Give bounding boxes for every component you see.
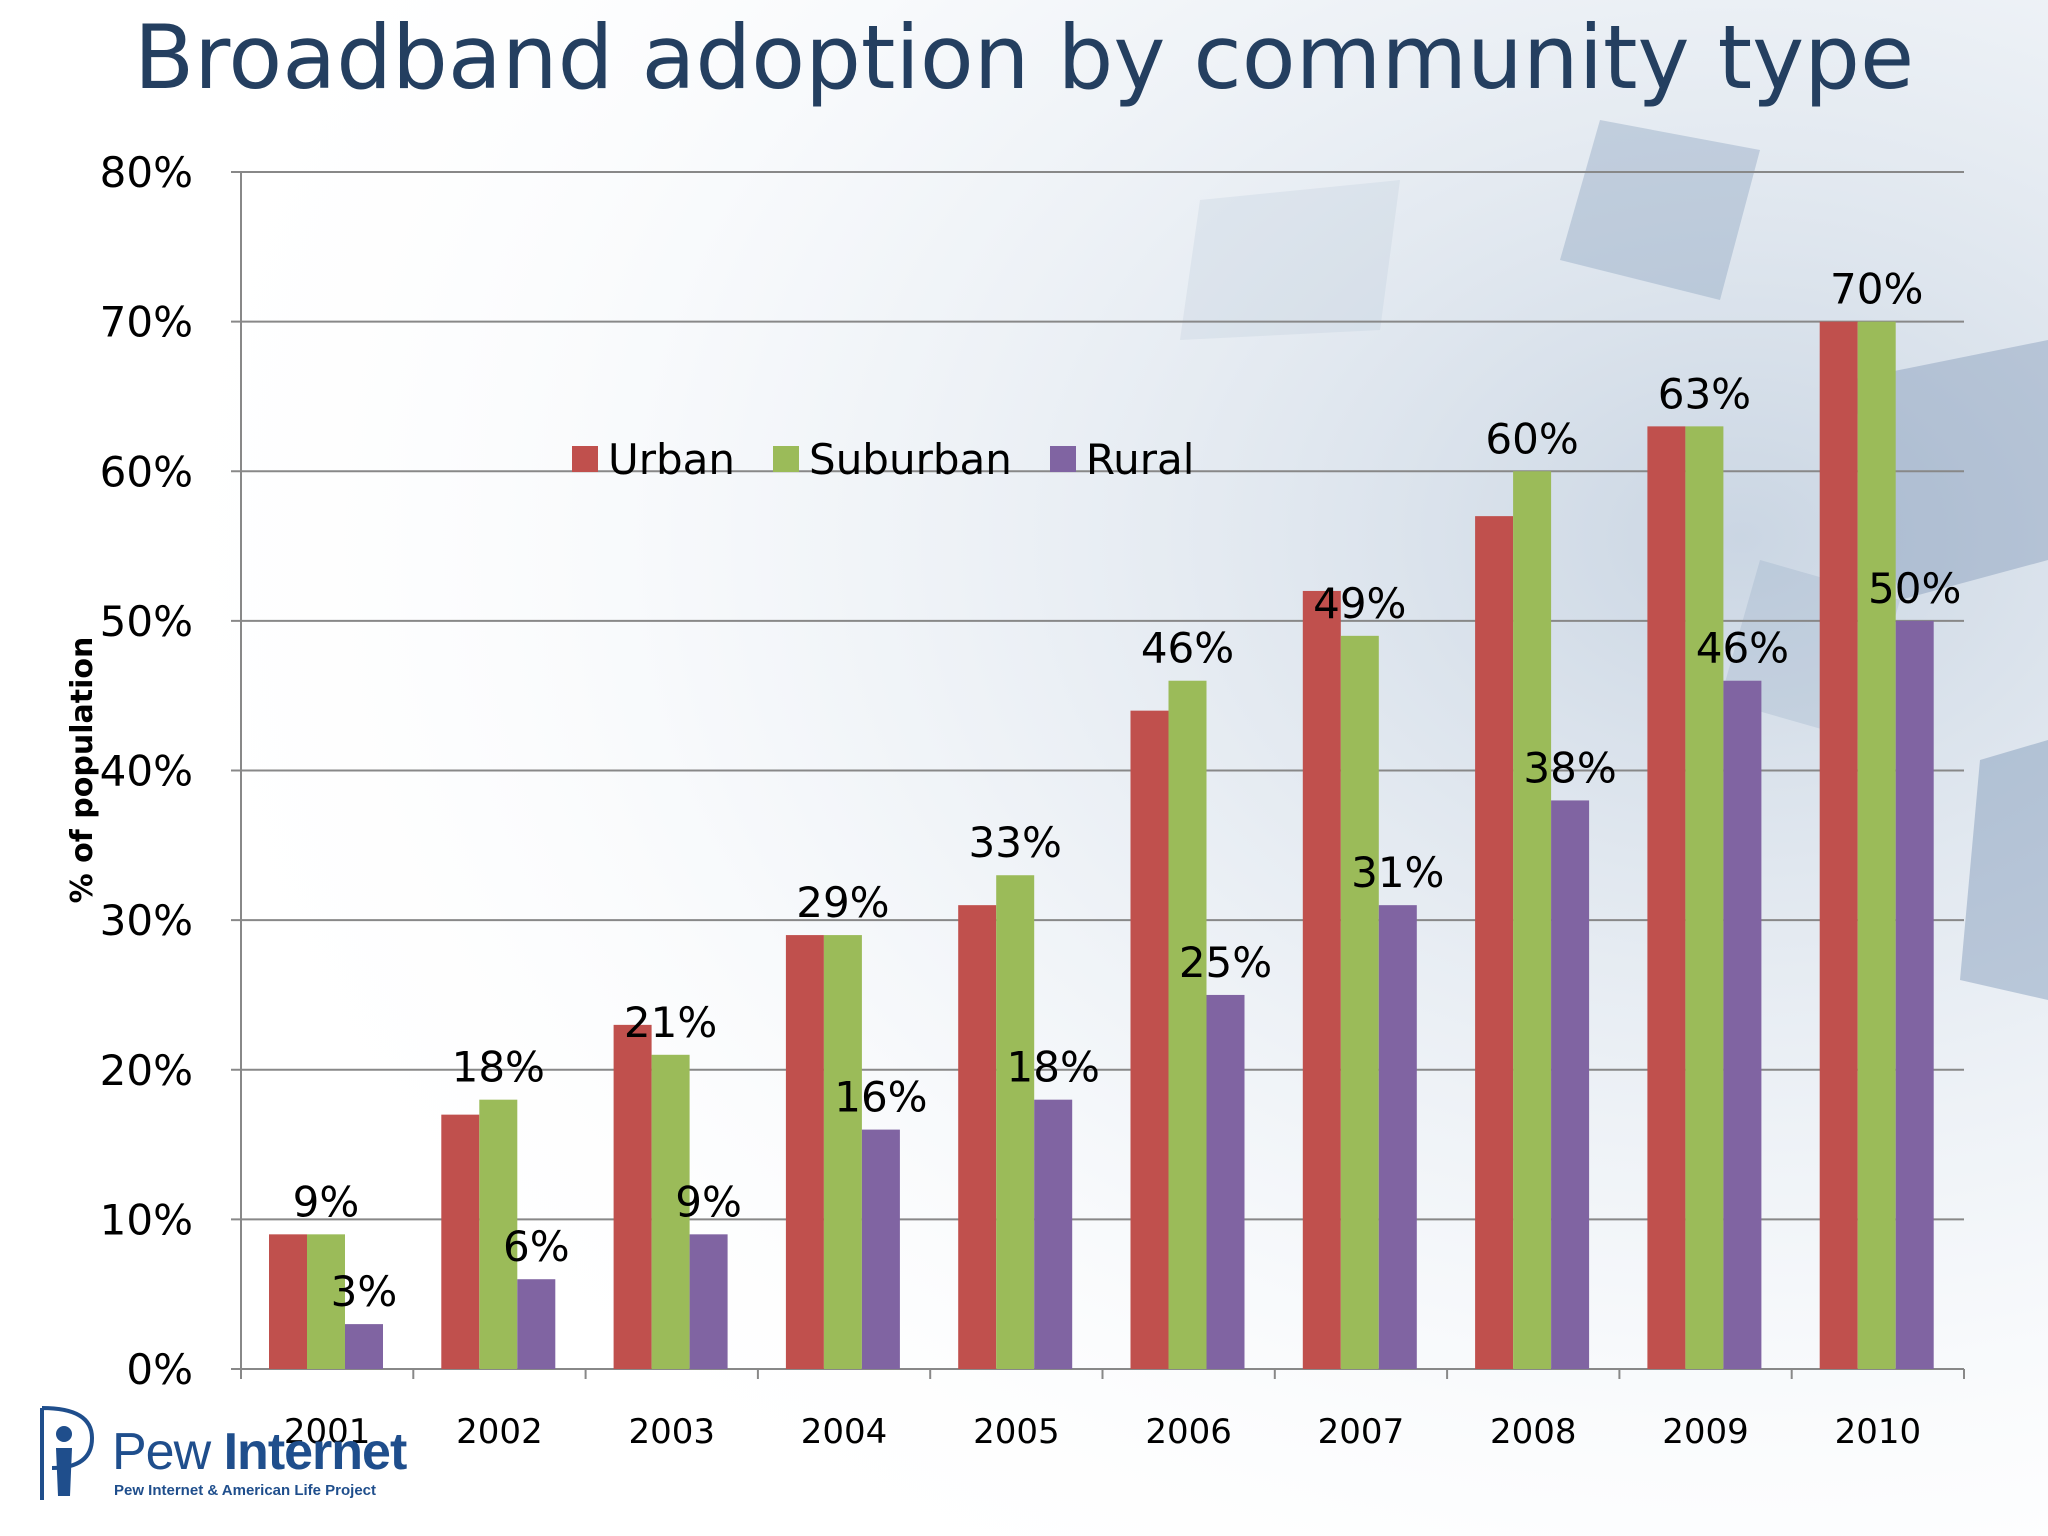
y-tick-label: 20% bbox=[100, 1046, 193, 1095]
x-tick-label: 2009 bbox=[1662, 1412, 1749, 1452]
y-tick-label: 40% bbox=[100, 747, 193, 796]
bar-urban bbox=[1647, 426, 1686, 1369]
bar-suburban bbox=[651, 1054, 690, 1369]
y-tick-label: 50% bbox=[100, 597, 193, 646]
data-label-rural: 50% bbox=[1868, 564, 1961, 613]
bar-suburban bbox=[479, 1099, 518, 1369]
data-label-suburban: 33% bbox=[969, 818, 1062, 867]
x-tick-label: 2001 bbox=[284, 1412, 371, 1452]
bar-rural bbox=[689, 1234, 728, 1369]
page-title: Broadband adoption by community type bbox=[133, 6, 1915, 109]
bar-suburban bbox=[1857, 321, 1896, 1369]
data-label-rural: 9% bbox=[675, 1177, 742, 1226]
bar-suburban bbox=[996, 875, 1035, 1369]
y-tick-label: 60% bbox=[100, 447, 193, 496]
bar-rural bbox=[861, 1129, 900, 1369]
bar-urban bbox=[613, 1024, 652, 1369]
bar-rural bbox=[1551, 800, 1590, 1369]
bar-rural bbox=[1378, 905, 1417, 1369]
pew-internet-logo: Pew Internet Pew Internet & American Lif… bbox=[30, 1400, 410, 1510]
data-label-rural: 6% bbox=[503, 1222, 570, 1271]
data-label-suburban: 9% bbox=[293, 1177, 360, 1226]
x-tick-label: 2004 bbox=[801, 1412, 888, 1452]
legend-item-rural: Rural bbox=[1049, 434, 1195, 484]
bar-urban bbox=[1130, 710, 1169, 1369]
legend-swatch-suburban bbox=[773, 446, 800, 472]
y-tick-label: 30% bbox=[100, 896, 193, 945]
x-tick-label: 2002 bbox=[456, 1412, 543, 1452]
x-tick-label: 2008 bbox=[1490, 1412, 1577, 1452]
bar-urban bbox=[785, 935, 824, 1369]
x-tick-label: 2010 bbox=[1835, 1412, 1922, 1452]
bar-urban bbox=[1475, 516, 1514, 1369]
bar-suburban bbox=[823, 935, 862, 1369]
data-label-suburban: 18% bbox=[452, 1043, 545, 1092]
bar-urban bbox=[269, 1234, 307, 1369]
data-label-rural: 16% bbox=[834, 1073, 927, 1122]
y-tick-label: 10% bbox=[100, 1195, 193, 1244]
data-label-suburban: 46% bbox=[1141, 624, 1234, 673]
bar-suburban bbox=[1340, 635, 1379, 1369]
bar-suburban bbox=[1513, 471, 1552, 1369]
bar-urban bbox=[1819, 321, 1858, 1369]
y-tick-label: 0% bbox=[126, 1345, 193, 1394]
logo-word-light: Pew bbox=[112, 1423, 224, 1481]
legend-label-suburban: Suburban bbox=[809, 434, 1012, 484]
y-tick-label: 80% bbox=[100, 148, 193, 197]
logo-wordmark: Pew Internet bbox=[112, 1422, 408, 1482]
bar-suburban bbox=[1168, 680, 1207, 1369]
bar-rural bbox=[1895, 620, 1934, 1369]
data-label-suburban: 60% bbox=[1485, 414, 1578, 463]
bar-rural bbox=[1206, 994, 1245, 1369]
x-tick-label: 2003 bbox=[628, 1412, 715, 1452]
bar-urban bbox=[1302, 590, 1341, 1369]
legend-label-rural: Rural bbox=[1085, 434, 1195, 484]
legend-item-suburban: Suburban bbox=[773, 435, 1012, 484]
data-label-rural: 18% bbox=[1007, 1043, 1100, 1092]
data-label-rural: 31% bbox=[1351, 848, 1444, 897]
logo-subtitle: Pew Internet & American Life Project bbox=[114, 1482, 377, 1499]
legend-swatch-urban bbox=[572, 446, 598, 472]
bar-rural bbox=[1723, 680, 1762, 1369]
bar-rural bbox=[517, 1279, 556, 1369]
data-label-rural: 46% bbox=[1696, 624, 1789, 673]
bar-rural bbox=[1034, 1099, 1073, 1369]
x-tick-label: 2007 bbox=[1318, 1412, 1405, 1452]
legend: Urban Suburban Rural bbox=[572, 434, 1194, 484]
bar-rural bbox=[345, 1324, 383, 1369]
data-label-suburban: 70% bbox=[1830, 265, 1923, 314]
y-tick-label: 70% bbox=[100, 298, 193, 347]
x-tick-label: 2005 bbox=[973, 1412, 1060, 1452]
legend-swatch-rural bbox=[1049, 446, 1076, 472]
legend-label-urban: Urban bbox=[608, 434, 736, 484]
logo-word-bold: Internet bbox=[223, 1423, 408, 1481]
data-label-rural: 38% bbox=[1523, 743, 1616, 792]
y-axis-label: % of population bbox=[65, 637, 100, 904]
x-tick-label: 2006 bbox=[1145, 1412, 1232, 1452]
bar-suburban bbox=[307, 1234, 345, 1369]
data-label-rural: 25% bbox=[1179, 938, 1272, 987]
pew-logo-mark-icon bbox=[40, 1406, 95, 1500]
legend-item-urban: Urban bbox=[572, 435, 735, 484]
bar-suburban bbox=[1685, 426, 1724, 1369]
bar-urban bbox=[441, 1114, 480, 1369]
data-label-rural: 3% bbox=[331, 1267, 398, 1316]
data-label-suburban: 21% bbox=[624, 998, 717, 1047]
bar-urban bbox=[958, 905, 997, 1369]
data-label-suburban: 29% bbox=[796, 878, 889, 927]
data-label-suburban: 63% bbox=[1658, 369, 1751, 418]
data-label-suburban: 49% bbox=[1313, 579, 1406, 628]
